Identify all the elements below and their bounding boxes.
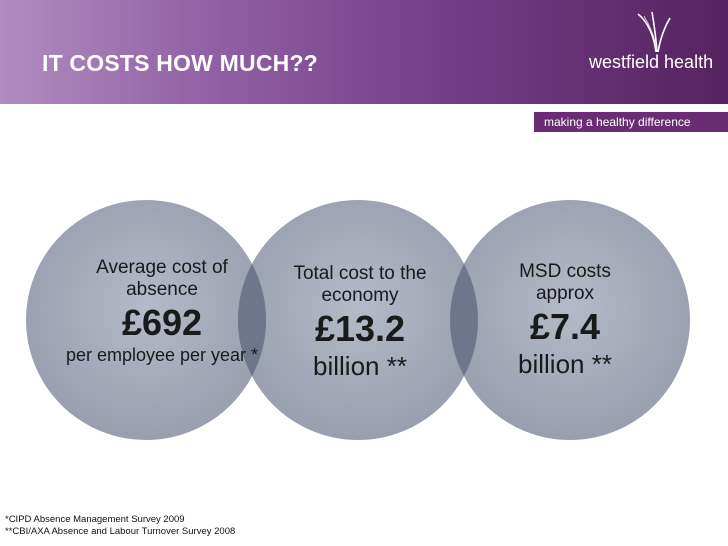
header-band: IT COSTS HOW MUCH?? westfield health [0, 0, 728, 104]
circle-total-cost [238, 200, 478, 440]
circle-3-text: MSD costs approx £7.4 billion ** [500, 261, 630, 379]
leaf-logo-icon [637, 11, 671, 53]
circle-2-text: Total cost to the economy £13.2 billion … [290, 263, 430, 381]
logo-wordmark: westfield health [589, 52, 714, 72]
tagline-bar: making a healthy difference [534, 112, 728, 132]
circle-1-label: Average cost of absence [96, 257, 228, 300]
footnotes: *CIPD Absence Management Survey 2009 **C… [5, 514, 235, 538]
westfield-health-logo: westfield health [560, 10, 728, 90]
footnote-1: *CIPD Absence Management Survey 2009 [5, 514, 185, 525]
circle-2-value: £13.2 [314, 308, 406, 349]
footnote-2: **CBI/AXA Absence and Labour Turnover Su… [5, 526, 236, 537]
circle-2-label: Total cost to the economy [293, 263, 427, 306]
circle-2-subtext: billion ** [313, 351, 407, 381]
circle-3-value: £7.4 [529, 306, 601, 347]
slide-title: IT COSTS HOW MUCH?? [42, 50, 318, 76]
circle-average-cost [26, 200, 266, 440]
circle-1-value: £692 [121, 302, 203, 343]
circle-msd-costs [450, 200, 690, 440]
circle-3-subtext: billion ** [518, 349, 612, 379]
circle-1-text: Average cost of absence £692 per employe… [60, 257, 264, 365]
circle-3-label: MSD costs approx [519, 261, 611, 304]
circle-1-subtext: per employee per year * [65, 345, 259, 365]
